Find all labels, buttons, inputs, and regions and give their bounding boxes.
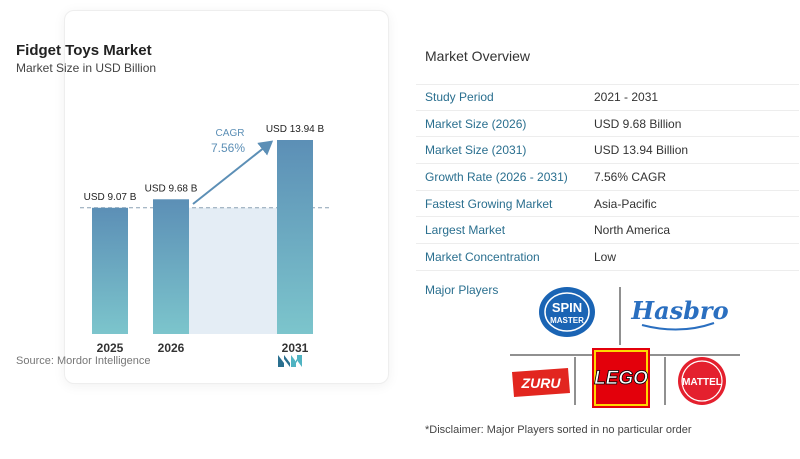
lego-logo: LEGO <box>592 348 650 408</box>
chart-title: Fidget Toys Market <box>16 42 152 59</box>
overview-label: Market Size (2031) <box>425 143 527 158</box>
overview-value: 7.56% CAGR <box>594 169 667 184</box>
bar <box>92 207 128 334</box>
overview-row: Largest Market North America <box>416 217 799 245</box>
data-label: USD 13.94 B <box>266 124 325 135</box>
master-logo-text: MASTER <box>550 316 584 325</box>
overview-label: Largest Market <box>425 223 506 238</box>
mattel-logo: MATTEL <box>678 357 726 405</box>
overview-label: Growth Rate (2026 - 2031) <box>425 169 568 184</box>
data-label: USD 9.68 B <box>145 183 198 194</box>
overview-table: Study Period 2021 - 2031 Market Size (20… <box>416 84 799 271</box>
zuru-logo: ZURU <box>512 368 570 397</box>
bar-chart: USD 9.07 B 2025 USD 9.68 B 2026 USD 13.94 B 2… <box>80 124 330 355</box>
cagr-label: CAGR <box>216 128 245 139</box>
disclaimer-text: *Disclaimer: Major Players sorted in no … <box>425 424 692 436</box>
overview-row: Market Size (2026) USD 9.68 Billion <box>416 111 799 138</box>
major-players-label: Major Players <box>425 283 499 297</box>
overview-value: USD 9.68 Billion <box>594 116 682 131</box>
overview-row: Study Period 2021 - 2031 <box>416 84 799 111</box>
cagr-arrow <box>192 140 274 205</box>
overview-label: Study Period <box>425 90 494 105</box>
x-tick-label: 2025 <box>97 341 124 355</box>
overview-row: Market Concentration Low <box>416 244 799 271</box>
overview-value: USD 13.94 Billion <box>594 143 689 158</box>
overview-row: Market Size (2031) USD 13.94 Billion <box>416 137 799 165</box>
overview-value: North America <box>594 223 671 238</box>
lego-logo-text: LEGO <box>594 368 648 389</box>
growth-band <box>189 207 277 334</box>
zuru-logo-text: ZURU <box>521 375 562 391</box>
x-tick-label: 2031 <box>282 341 309 355</box>
overview-label: Market Concentration <box>425 249 540 264</box>
source-text: Source: Mordor Intelligence <box>16 355 151 367</box>
overview-value: 2021 - 2031 <box>594 90 659 105</box>
overview-row: Fastest Growing Market Asia-Pacific <box>416 191 799 218</box>
data-label: USD 9.07 B <box>84 192 137 203</box>
bar <box>277 140 313 334</box>
overview-row: Growth Rate (2026 - 2031) 7.56% CAGR <box>416 164 799 191</box>
mattel-logo-text: MATTEL <box>682 377 722 388</box>
mordor-logo-icon <box>278 355 302 367</box>
cagr-value: 7.56% <box>211 141 245 155</box>
overview-value: Low <box>594 249 617 264</box>
bar <box>153 199 189 334</box>
overview-label: Market Size (2026) <box>425 116 527 131</box>
spin-logo-text: SPIN <box>552 300 582 315</box>
major-players-logos: SPIN MASTER Hasbro ZURU LEGO MATTEL <box>510 287 740 408</box>
chart-subtitle: Market Size in USD Billion <box>16 61 157 75</box>
spin-master-logo: SPIN MASTER <box>539 287 595 337</box>
x-tick-label: 2026 <box>158 341 185 355</box>
hasbro-logo-text: Hasbro <box>630 296 728 325</box>
overview-value: Asia-Pacific <box>594 196 657 211</box>
overview-title: Market Overview <box>425 48 531 64</box>
hasbro-logo: Hasbro <box>630 296 729 331</box>
overview-label: Fastest Growing Market <box>425 196 553 211</box>
